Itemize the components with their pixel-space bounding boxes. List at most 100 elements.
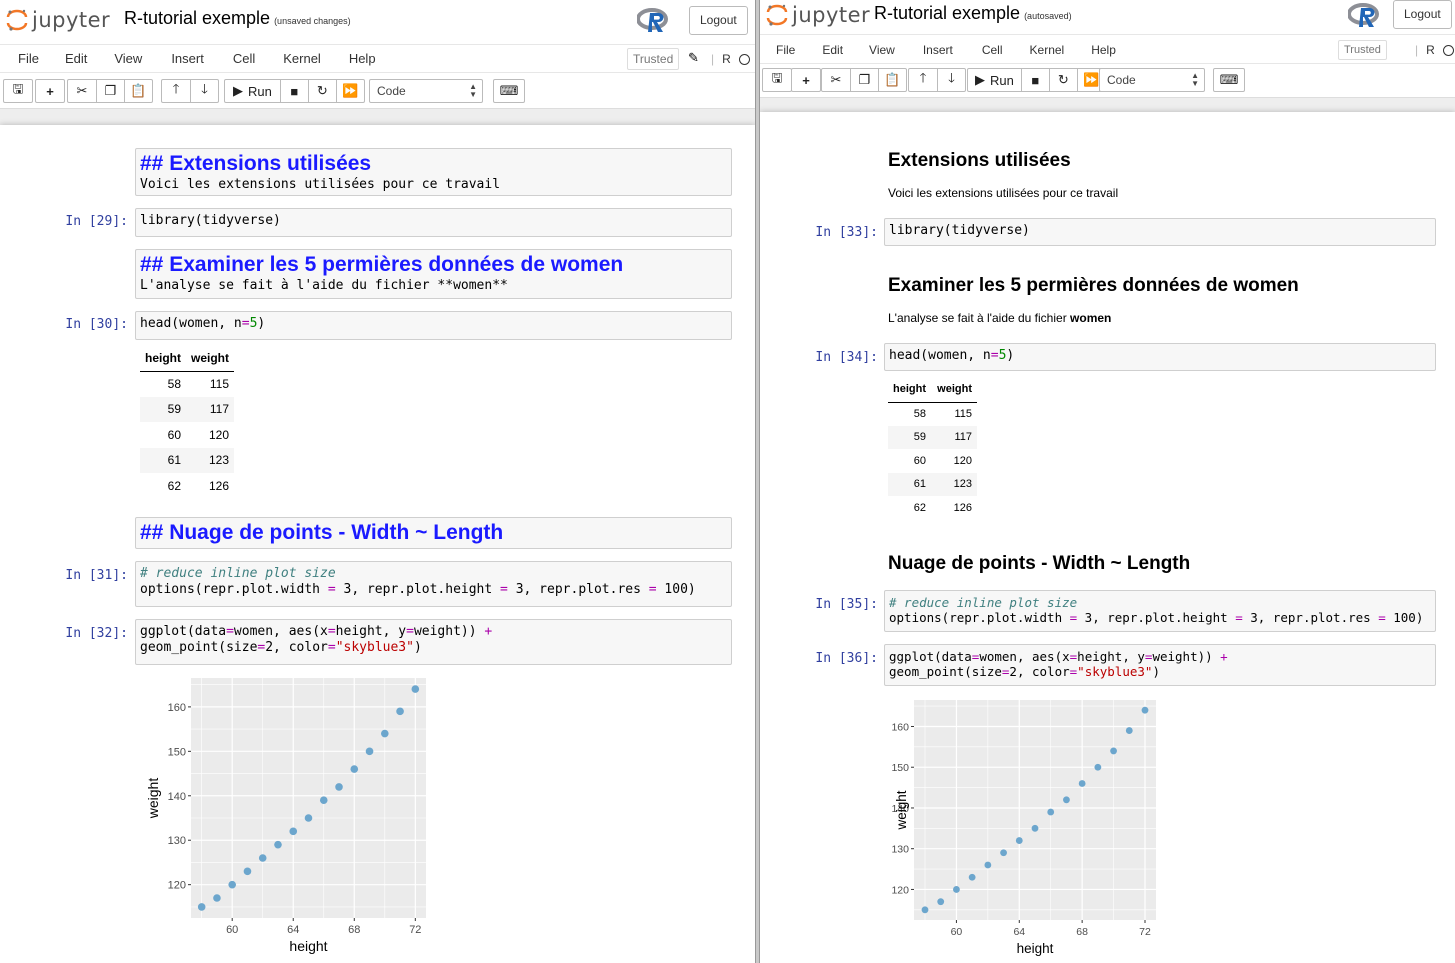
x-tick-label: 64 (1013, 926, 1025, 938)
run-group: ▶ Run ■ ↻ ⏩ (967, 68, 1106, 92)
restart-icon[interactable]: ↻ (1048, 69, 1077, 91)
section-heading[interactable]: Examiner les 5 permières données de wome… (888, 275, 1299, 296)
notebook-window-left: jupyter R-tutorial exemple (unsaved chang… (0, 0, 755, 963)
notebook-title[interactable]: R-tutorial exemple (unsaved changes) (124, 8, 351, 29)
copy-icon[interactable]: ❐ (850, 69, 878, 91)
cell-type-select[interactable]: Code ▲ ▼ (1099, 68, 1205, 92)
section-heading[interactable]: Extensions utilisées (888, 150, 1071, 171)
table-row: 61 123 (888, 472, 977, 496)
code-cell-library[interactable]: library(tidyverse) (884, 218, 1436, 246)
table-row: 58 115 (888, 402, 977, 426)
copy-icon[interactable]: ❐ (96, 80, 124, 102)
markdown-cell-extensions[interactable]: ## Extensions utilisées Voici les extens… (135, 148, 732, 196)
paste-icon[interactable]: 📋 (124, 80, 152, 102)
code-cell-options[interactable]: # reduce inline plot size options(repr.p… (884, 590, 1436, 632)
keyboard-icon[interactable]: ⌨ (1219, 72, 1239, 87)
data-point (258, 854, 267, 862)
data-point (1110, 747, 1117, 755)
menu-view[interactable]: View (869, 43, 895, 57)
menu-list: File Edit View Insert Cell Kernel Help (18, 51, 376, 66)
code-cell-head[interactable]: head(women, n=5) (884, 343, 1436, 371)
notebook-name[interactable]: R-tutorial exemple (874, 3, 1021, 23)
window-divider[interactable] (755, 0, 760, 963)
code-cell-head[interactable]: head(women, n=5) (135, 311, 732, 340)
code-number: 5 (998, 348, 1007, 363)
move-up-icon[interactable]: 🡑 (172, 81, 180, 96)
code-cell-ggplot[interactable]: ggplot(data=women, aes(x=height, y=weigh… (135, 619, 732, 665)
data-point (937, 898, 945, 906)
menu-help[interactable]: Help (1091, 43, 1116, 57)
markdown-cell-examiner[interactable]: ## Examiner les 5 permières données de w… (135, 249, 732, 299)
save-icon[interactable]: 🖫 (12, 81, 24, 96)
menu-edit[interactable]: Edit (64, 51, 88, 66)
table-cell: 126 (208, 478, 229, 493)
stop-icon[interactable]: ■ (279, 80, 308, 102)
y-tick-label: 160 (168, 702, 186, 714)
data-point (1078, 780, 1086, 787)
restart-icon[interactable]: ↻ (307, 80, 336, 102)
table-row: 61 123 (140, 447, 234, 473)
run-button[interactable]: ▶ Run (225, 80, 280, 102)
column-header-weight: weight (931, 376, 977, 403)
menu-cell[interactable]: Cell (981, 43, 1003, 57)
r-kernel-logo-icon (1348, 3, 1379, 27)
jupyter-logo[interactable]: jupyter (6, 6, 110, 34)
run-button[interactable]: ▶ Run (968, 69, 1021, 91)
data-point (1141, 706, 1149, 714)
move-down-icon[interactable]: 🡓 (937, 69, 965, 91)
code-text: women, aes(x (979, 649, 1070, 664)
run-label: Run (990, 72, 1014, 88)
logout-button[interactable]: Logout (689, 6, 748, 35)
data-point (380, 729, 389, 738)
menu-file[interactable]: File (776, 43, 796, 57)
code-cell-library[interactable]: library(tidyverse) (135, 208, 732, 237)
toolbar: 🖫 + ✂ ❐ 📋 🡑 🡓 ▶ Run ■ ↻ ⏩ Code ▲ ▼ ⌨ (0, 73, 755, 109)
y-tick-label: 120 (168, 880, 186, 892)
jupyter-logo[interactable]: jupyter (766, 1, 870, 29)
keyboard-icon[interactable]: ⌨ (499, 83, 519, 98)
move-down-icon[interactable]: 🡓 (190, 80, 218, 102)
insert-cell-icon[interactable]: + (46, 83, 54, 99)
cell-type-select[interactable]: Code ▲ ▼ (369, 79, 483, 103)
logout-button[interactable]: Logout (1393, 0, 1452, 29)
paste-icon[interactable]: 📋 (878, 69, 906, 91)
menu-help[interactable]: Help (348, 51, 376, 66)
code-cell-options[interactable]: # reduce inline plot size options(repr.p… (135, 561, 732, 607)
trusted-indicator[interactable]: Trusted (1338, 40, 1387, 60)
menu-file[interactable]: File (18, 51, 39, 66)
menu-insert[interactable]: Insert (171, 51, 204, 66)
notebook-name[interactable]: R-tutorial exemple (124, 8, 271, 28)
move-up-icon[interactable]: 🡑 (919, 70, 927, 85)
stop-icon[interactable]: ■ (1020, 69, 1049, 91)
code-cell-ggplot[interactable]: ggplot(data=women, aes(x=height, y=weigh… (884, 644, 1436, 686)
y-tick-label: 140 (168, 791, 186, 803)
table-row: 58 115 (140, 371, 234, 397)
jupyter-wordmark: jupyter (32, 8, 111, 32)
section-heading[interactable]: Nuage de points - Width ~ Length (888, 553, 1191, 574)
menu-cell[interactable]: Cell (232, 51, 256, 66)
fast-forward-icon[interactable]: ⏩ (335, 80, 364, 102)
code-text: ggplot(data (140, 624, 227, 639)
play-icon: ▶ (975, 72, 985, 87)
code-operator: + (1220, 649, 1228, 664)
table-row: 60 120 (140, 422, 234, 448)
menu-kernel[interactable]: Kernel (1029, 43, 1065, 57)
insert-cell-icon[interactable]: + (802, 72, 810, 88)
notebook-title[interactable]: R-tutorial exemple (autosaved) (874, 3, 1072, 24)
cut-icon[interactable]: ✂ (76, 83, 88, 98)
y-tick-label: 120 (891, 884, 909, 896)
save-icon[interactable]: 🖫 (771, 70, 783, 85)
menu-kernel[interactable]: Kernel (283, 51, 321, 66)
markdown-cell-nuage[interactable]: ## Nuage de points - Width ~ Length (135, 517, 732, 549)
trusted-indicator[interactable]: Trusted (627, 48, 680, 70)
menu-view[interactable]: View (114, 51, 143, 66)
section-text: L'analyse se fait à l'aide du fichier wo… (888, 311, 1111, 325)
table-cell: 115 (954, 408, 972, 420)
menu-edit[interactable]: Edit (822, 43, 844, 57)
table-cell: 60 (167, 427, 181, 442)
fast-forward-icon[interactable]: ⏩ (1076, 69, 1105, 91)
cut-icon[interactable]: ✂ (830, 72, 842, 87)
edit-pencil-icon[interactable]: ✎ (688, 50, 699, 65)
y-tick-label: 150 (891, 762, 909, 774)
menu-insert[interactable]: Insert (922, 43, 953, 57)
